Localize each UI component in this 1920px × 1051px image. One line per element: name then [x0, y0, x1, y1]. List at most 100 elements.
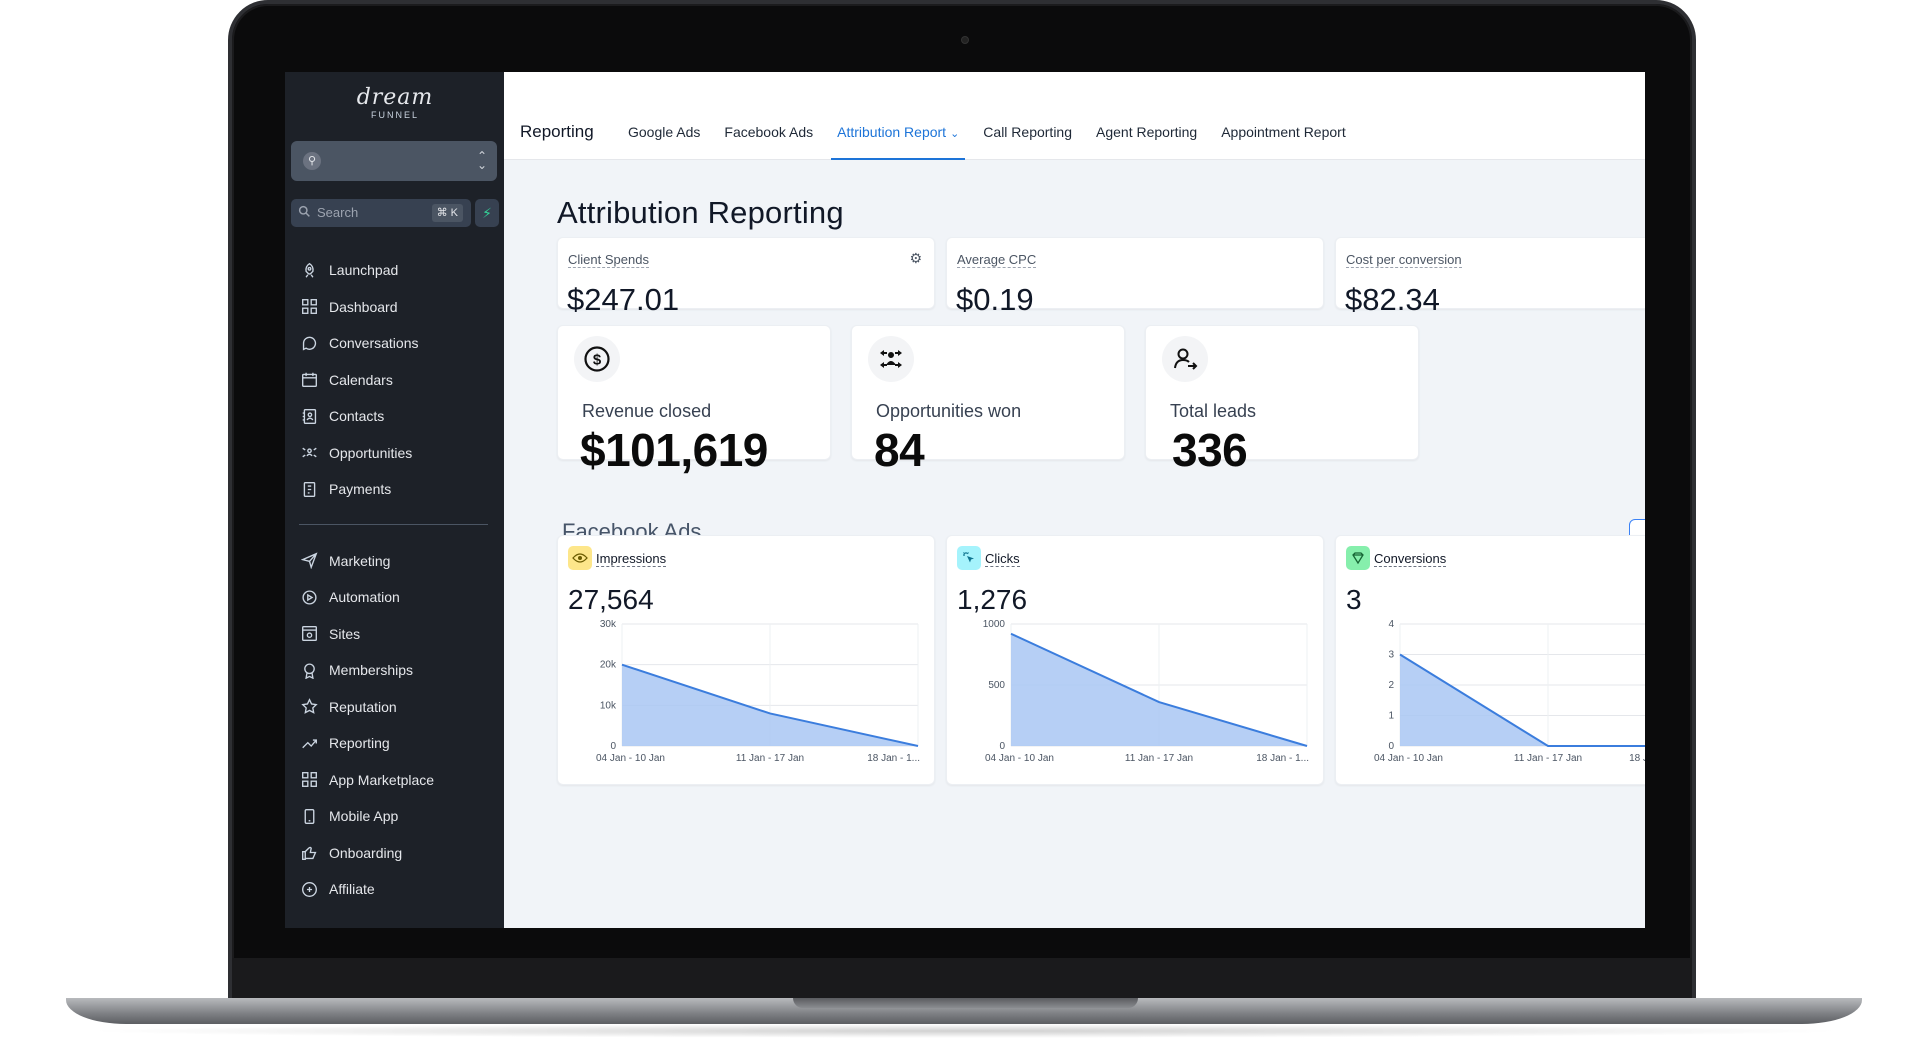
chart-label[interactable]: Impressions	[596, 551, 667, 567]
y-tick-label: 500	[988, 680, 1005, 691]
user-arrow-icon	[1162, 336, 1208, 382]
brand-logo[interactable]: dream FUNNEL	[335, 86, 455, 126]
kpi-label: Revenue closed	[582, 401, 712, 421]
sidebar-item-mobile-app[interactable]: Mobile App	[285, 798, 504, 835]
chart-label[interactable]: Clicks	[985, 551, 1020, 567]
kpi-card-opportunities: Opportunities won 84	[851, 325, 1125, 476]
metric-label[interactable]: Cost per conversion	[1346, 252, 1462, 268]
conversions-chart: 0 1 2 3 4 04 Jan - 10 Jan 11 Jan - 17 Jan 18 Ja…	[1374, 620, 1645, 764]
quick-action-button[interactable]: ⚡	[475, 199, 499, 227]
x-tick-label: 18 Jan - 24 Jan	[1629, 753, 1645, 764]
chat-icon	[299, 333, 319, 353]
y-tick-label: 0	[610, 741, 616, 752]
sidebar-item-label: Calendars	[329, 371, 393, 388]
kpi-value: $101,619	[580, 424, 768, 476]
sidebar-item-memberships[interactable]: Memberships	[285, 652, 504, 689]
payments-icon	[299, 479, 319, 499]
laptop-notch	[793, 998, 1138, 1008]
gear-icon[interactable]: ⚙	[909, 250, 922, 266]
sidebar-item-reporting[interactable]: Reporting	[285, 725, 504, 762]
y-tick-label: 3	[1388, 650, 1394, 661]
sidebar-item-label: Conversations	[329, 335, 419, 352]
sidebar-item-onboarding[interactable]: Onboarding	[285, 835, 504, 872]
sidebar-item-conversations[interactable]: Conversations	[285, 325, 504, 362]
page-label: Reporting	[520, 122, 594, 141]
cursor-click-icon	[957, 546, 981, 570]
metric-card-client-spends: Client Spends ⚙ $247.01	[557, 237, 935, 317]
sidebar-item-label: Launchpad	[329, 262, 399, 279]
tab-appointment-report[interactable]: Appointment Report	[1221, 124, 1346, 140]
sidebar-item-label: Memberships	[329, 662, 414, 679]
sidebar-item-affiliate[interactable]: Affiliate	[285, 871, 504, 908]
sidebar-item-payments[interactable]: Payments	[285, 471, 504, 508]
sites-icon	[299, 624, 319, 644]
main-area: Reporting Google Ads Facebook Ads Attrib…	[504, 72, 1645, 928]
sidebar-item-label: Marketing	[329, 552, 391, 569]
kpi-value: 336	[1172, 424, 1248, 476]
sidebar-item-app-marketplace[interactable]: App Marketplace	[285, 762, 504, 799]
tab-facebook-ads[interactable]: Facebook Ads	[724, 124, 814, 140]
svg-text:$: $	[593, 352, 602, 369]
tab-attribution-label: Attribution Report	[837, 124, 947, 140]
eye-icon	[568, 546, 592, 570]
sidebar-item-reputation[interactable]: Reputation	[285, 689, 504, 726]
tab-call-reporting[interactable]: Call Reporting	[983, 124, 1073, 140]
star-icon	[299, 697, 319, 717]
sidebar-item-label: Onboarding	[329, 844, 403, 861]
clicks-chart: 0 500 1000 04 Jan - 10 Jan 11 Jan - 17 Jan 18…	[983, 620, 1309, 764]
impressions-chart: 0 10k 20k 30k 04 Jan - 10 Jan 11 Jan - 17 Jan…	[596, 620, 920, 764]
contacts-icon	[299, 406, 319, 426]
tab-google-ads[interactable]: Google Ads	[628, 124, 701, 140]
sidebar-item-automation[interactable]: Automation	[285, 579, 504, 616]
sidebar-item-label: Reporting	[329, 735, 390, 752]
badge-icon	[299, 660, 319, 680]
chevron-down-icon: ⌄	[950, 128, 960, 140]
sidebar-item-marketing[interactable]: Marketing	[285, 543, 504, 580]
y-tick-label: 2	[1388, 680, 1394, 691]
sidebar-item-calendars[interactable]: Calendars	[285, 362, 504, 399]
sidebar-item-dashboard[interactable]: Dashboard	[285, 289, 504, 326]
x-tick-label: 04 Jan - 10 Jan	[1374, 753, 1443, 764]
grid-icon	[299, 770, 319, 790]
search-icon	[298, 205, 314, 221]
sidebar-item-label: Mobile App	[329, 808, 399, 825]
chart-label[interactable]: Conversions	[1374, 551, 1447, 567]
y-tick-label: 1000	[983, 620, 1006, 630]
metric-label[interactable]: Average CPC	[957, 252, 1037, 268]
report-content: Attribution Reporting Client Spends ⚙ $2…	[504, 161, 1645, 928]
sidebar-item-opportunities[interactable]: Opportunities	[285, 435, 504, 472]
logo-sub: FUNNEL	[370, 110, 419, 120]
x-tick-label: 11 Jan - 17 Jan	[736, 753, 804, 764]
sidebar-item-contacts[interactable]: Contacts	[285, 398, 504, 435]
metric-value: $247.01	[567, 282, 680, 317]
sidebar: dream FUNNEL ⚲ ⌃ ⌄ Search ⌘ K ⚡ Launchpad…	[285, 72, 504, 928]
chevron-updown-icon: ⌃ ⌄	[476, 149, 487, 172]
account-switcher[interactable]: ⚲ ⌃ ⌄	[291, 141, 497, 181]
kpi-label: Opportunities won	[876, 401, 1022, 421]
metric-label[interactable]: Client Spends	[568, 252, 649, 268]
chart-card-conversions: Conversions 3 0 1 2 3 4 04 Jan - 10 Jan 11 Jan…	[1335, 535, 1645, 785]
search-placeholder: Search	[317, 205, 359, 220]
sidebar-item-label: Affiliate	[329, 881, 375, 898]
series-area	[622, 664, 918, 746]
tab-attribution-report[interactable]: Attribution Report ⌄	[831, 124, 966, 160]
send-icon	[299, 551, 319, 571]
x-tick-label: 18 Jan - 1...	[867, 753, 920, 764]
sidebar-item-launchpad[interactable]: Launchpad	[285, 252, 504, 289]
search-input[interactable]: Search ⌘ K	[291, 199, 471, 227]
grid-icon	[299, 297, 319, 317]
kpi-label: Total leads	[1170, 401, 1257, 421]
logo-script: dream	[356, 85, 434, 110]
sidebar-nav: Launchpad Dashboard Conversations Calendars…	[285, 252, 504, 908]
top-bar: Reporting Google Ads Facebook Ads Attrib…	[504, 72, 1645, 160]
rocket-icon	[299, 260, 319, 280]
metric-card-cost-per-conversion: Cost per conversion $82.34	[1335, 237, 1645, 317]
sidebar-item-label: App Marketplace	[329, 771, 435, 788]
calendar-icon	[299, 370, 319, 390]
laptop-shadow	[80, 1024, 1850, 1038]
tab-agent-reporting[interactable]: Agent Reporting	[1096, 124, 1198, 140]
sidebar-item-label: Contacts	[329, 408, 385, 425]
chart-card-impressions: Impressions 27,564 0 10k 20k 30k 04 Jan - 10…	[557, 535, 935, 785]
y-tick-label: 4	[1388, 620, 1394, 630]
sidebar-item-sites[interactable]: Sites	[285, 616, 504, 653]
